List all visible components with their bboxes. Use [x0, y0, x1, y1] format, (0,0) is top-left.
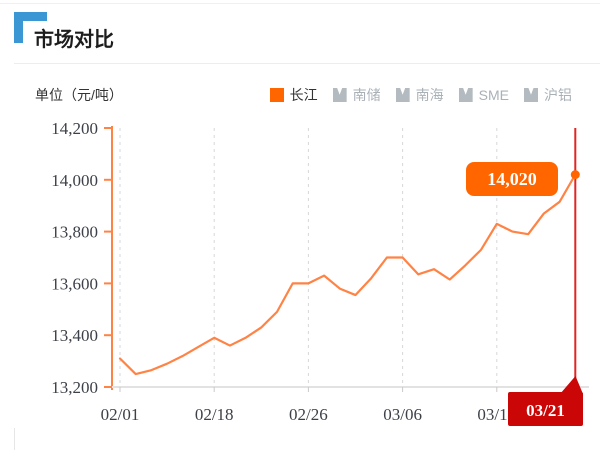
legend-item-label: SME [478, 87, 509, 103]
legend-item-changjiang[interactable]: 长江 [269, 85, 318, 105]
legend-notched-square-icon [332, 88, 347, 102]
chart-meta-row: 单位（元/吨） 长江 南储 南海 SME 沪铝 [35, 85, 572, 105]
y-axis-label: 13,400 [51, 326, 98, 345]
legend-notched-square-icon [395, 88, 410, 102]
date-tooltip [508, 392, 583, 426]
legend-item-nanchu[interactable]: 南储 [332, 85, 381, 105]
date-tooltip-label: 03/21 [526, 401, 565, 420]
corner-bracket-icon [14, 12, 47, 43]
value-badge [466, 162, 558, 196]
legend-item-label: 长江 [289, 87, 318, 103]
lower-card-left-border [14, 428, 15, 450]
legend-item-hulv[interactable]: 沪铝 [524, 85, 572, 105]
legend: 长江 南储 南海 SME 沪铝 [269, 85, 572, 105]
y-axis-label: 13,600 [51, 274, 98, 293]
legend-item-label: 南储 [352, 87, 381, 103]
title-divider [14, 63, 600, 64]
end-point-dot [570, 170, 580, 180]
chart-area[interactable]: 13,200 13,400 13,600 13,800 14,000 14,200 02/0… [0, 110, 600, 450]
x-axis-label: 03/14 [477, 405, 516, 424]
legend-notched-square-icon [524, 88, 538, 102]
legend-square-icon [269, 88, 284, 102]
value-badge-label: 14,020 [487, 169, 537, 189]
card-top-border [0, 3, 600, 4]
line-chart[interactable]: 13,200 13,400 13,600 13,800 14,000 14,200 02/0… [0, 110, 600, 450]
x-axis-label: 02/18 [195, 405, 234, 424]
series-line-changjiang [118, 173, 577, 376]
legend-item-sme[interactable]: SME [458, 87, 509, 103]
y-axis-label: 13,200 [51, 378, 98, 397]
y-axis-label: 14,200 [51, 119, 98, 138]
x-axis-label: 02/26 [289, 405, 328, 424]
date-tooltip-pointer [560, 376, 583, 394]
legend-item-label: 沪铝 [544, 87, 572, 103]
unit-label: 单位（元/吨） [35, 87, 123, 103]
y-axis-label: 14,000 [51, 171, 98, 190]
y-axis-label: 13,800 [51, 223, 98, 242]
page-title: 市场对比 [34, 29, 114, 51]
x-axis-label: 03/06 [383, 405, 422, 424]
legend-item-label: 南海 [415, 87, 444, 103]
legend-notched-square-icon [458, 88, 473, 102]
legend-item-nanhai[interactable]: 南海 [395, 85, 444, 105]
x-axis-label: 02/01 [101, 405, 140, 424]
